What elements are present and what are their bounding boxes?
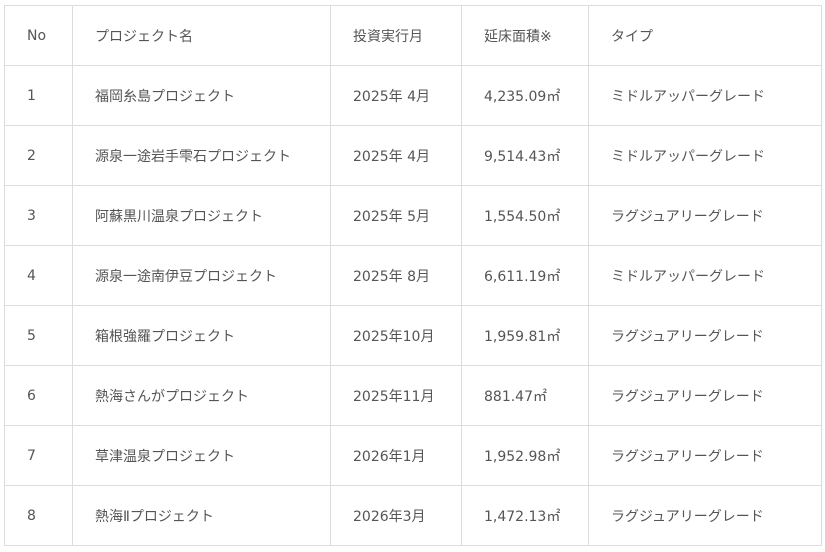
cell-type: ラグジュアリーグレード	[588, 425, 822, 486]
cell-floor-area: 881.47㎡	[461, 365, 589, 426]
cell-floor-area: 1,472.13㎡	[461, 485, 589, 546]
header-investment-month: 投資実行月	[330, 5, 462, 66]
cell-project-name: 箱根強羅プロジェクト	[72, 305, 331, 366]
cell-no: 4	[4, 245, 73, 306]
table-row: 1 福岡糸島プロジェクト 2025年 4月 4,235.09㎡ ミドルアッパーグレード	[4, 65, 822, 126]
cell-floor-area: 1,554.50㎡	[461, 185, 589, 246]
header-type: タイプ	[588, 5, 822, 66]
cell-investment-month: 2026年3月	[330, 485, 462, 546]
cell-no: 6	[4, 365, 73, 426]
table-header-row: No プロジェクト名 投資実行月 延床面積※ タイプ	[4, 5, 822, 66]
table-row: 7 草津温泉プロジェクト 2026年1月 1,952.98㎡ ラグジュアリーグレード	[4, 425, 822, 486]
cell-floor-area: 1,952.98㎡	[461, 425, 589, 486]
cell-no: 8	[4, 485, 73, 546]
project-table: No プロジェクト名 投資実行月 延床面積※ タイプ 1 福岡糸島プロジェクト 20…	[4, 5, 822, 546]
cell-type: ラグジュアリーグレード	[588, 365, 822, 426]
cell-no: 7	[4, 425, 73, 486]
cell-type: ラグジュアリーグレード	[588, 485, 822, 546]
cell-investment-month: 2026年1月	[330, 425, 462, 486]
cell-investment-month: 2025年11月	[330, 365, 462, 426]
cell-project-name: 源泉一途南伊豆プロジェクト	[72, 245, 331, 306]
cell-no: 5	[4, 305, 73, 366]
table-row: 2 源泉一途岩手雫石プロジェクト 2025年 4月 9,514.43㎡ ミドルアッパーグ…	[4, 125, 822, 186]
header-no: No	[4, 5, 73, 66]
table-row: 4 源泉一途南伊豆プロジェクト 2025年 8月 6,611.19㎡ ミドルアッパーグレ…	[4, 245, 822, 306]
cell-investment-month: 2025年 4月	[330, 125, 462, 186]
cell-type: ミドルアッパーグレード	[588, 65, 822, 126]
cell-no: 1	[4, 65, 73, 126]
cell-investment-month: 2025年 4月	[330, 65, 462, 126]
table-row: 6 熱海さんがプロジェクト 2025年11月 881.47㎡ ラグジュアリーグレード	[4, 365, 822, 426]
cell-floor-area: 6,611.19㎡	[461, 245, 589, 306]
cell-floor-area: 9,514.43㎡	[461, 125, 589, 186]
table-row: 5 箱根強羅プロジェクト 2025年10月 1,959.81㎡ ラグジュアリーグレード	[4, 305, 822, 366]
header-project-name: プロジェクト名	[72, 5, 331, 66]
cell-type: ラグジュアリーグレード	[588, 305, 822, 366]
cell-no: 3	[4, 185, 73, 246]
cell-project-name: 源泉一途岩手雫石プロジェクト	[72, 125, 331, 186]
table-row: 3 阿蘇黒川温泉プロジェクト 2025年 5月 1,554.50㎡ ラグジュアリーグレー…	[4, 185, 822, 246]
cell-project-name: 熱海Ⅱプロジェクト	[72, 485, 331, 546]
cell-project-name: 阿蘇黒川温泉プロジェクト	[72, 185, 331, 246]
cell-project-name: 福岡糸島プロジェクト	[72, 65, 331, 126]
cell-investment-month: 2025年 5月	[330, 185, 462, 246]
cell-floor-area: 1,959.81㎡	[461, 305, 589, 366]
cell-type: ラグジュアリーグレード	[588, 185, 822, 246]
header-floor-area: 延床面積※	[461, 5, 589, 66]
cell-project-name: 熱海さんがプロジェクト	[72, 365, 331, 426]
cell-floor-area: 4,235.09㎡	[461, 65, 589, 126]
cell-type: ミドルアッパーグレード	[588, 245, 822, 306]
cell-type: ミドルアッパーグレード	[588, 125, 822, 186]
table-row: 8 熱海Ⅱプロジェクト 2026年3月 1,472.13㎡ ラグジュアリーグレード	[4, 485, 822, 546]
cell-no: 2	[4, 125, 73, 186]
cell-investment-month: 2025年 8月	[330, 245, 462, 306]
cell-investment-month: 2025年10月	[330, 305, 462, 366]
cell-project-name: 草津温泉プロジェクト	[72, 425, 331, 486]
